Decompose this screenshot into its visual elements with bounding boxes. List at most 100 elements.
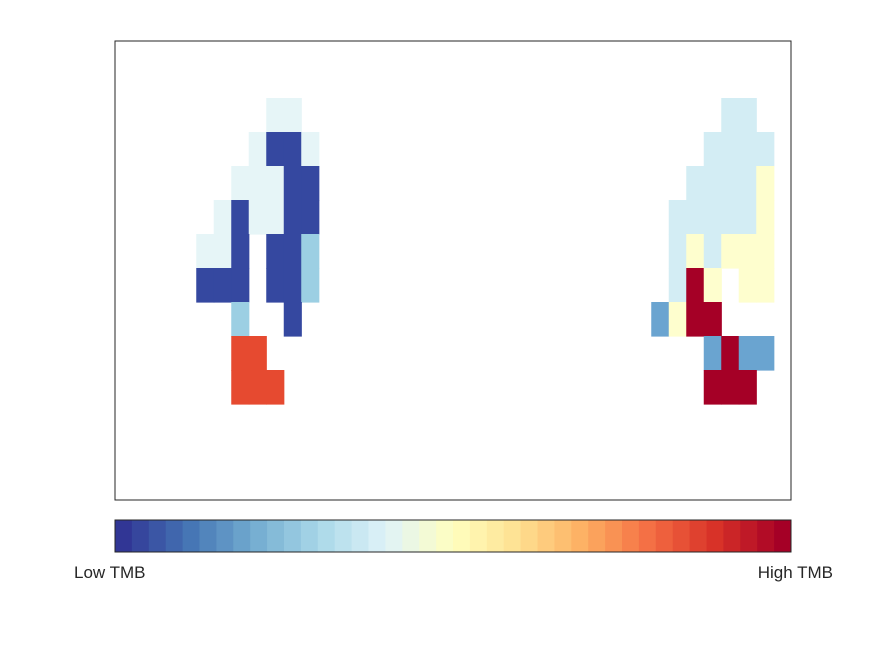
heatmap-cell — [248, 166, 267, 201]
heatmap-cell — [703, 302, 722, 337]
heatmap-cell — [196, 268, 215, 303]
colorbar-segment — [334, 520, 353, 552]
heatmap-cell — [738, 98, 757, 133]
colorbar-segment — [469, 520, 488, 552]
heatmap-cell — [213, 234, 232, 269]
colorbar-segment — [723, 520, 741, 552]
colorbar-segment — [554, 520, 572, 552]
heatmap-cell — [301, 132, 320, 167]
colorbar-segment — [503, 520, 522, 552]
heatmap-cell — [266, 234, 285, 269]
heatmap-cell — [301, 200, 320, 235]
colorbar-segment — [757, 520, 775, 552]
heatmap-cell — [721, 200, 740, 235]
heatmap-cell — [668, 234, 687, 269]
heatmap-cell — [283, 200, 302, 235]
colorbar-segment — [537, 520, 555, 552]
heatmap-cell — [668, 268, 687, 303]
heatmap-cell — [301, 166, 320, 201]
heatmap-cell — [283, 98, 302, 133]
colorbar-segment — [131, 520, 150, 552]
heatmap-cell — [738, 234, 757, 269]
colorbar-segment — [436, 520, 454, 552]
heatmap-cell — [703, 200, 722, 235]
colorbar-segment — [385, 520, 403, 552]
heatmap-cell — [703, 234, 722, 269]
heatmap-cell — [651, 302, 670, 337]
heatmap-cell — [703, 268, 722, 303]
colorbar-segment — [267, 520, 285, 552]
colorbar-segment — [774, 520, 792, 552]
heatmap-cell — [231, 370, 250, 405]
colorbar-segment — [638, 520, 657, 552]
heatmap-cell — [721, 166, 740, 201]
heatmap-cell — [738, 336, 757, 371]
colorbar — [115, 520, 792, 552]
heatmap-cell — [231, 268, 250, 303]
heatmap-cell — [231, 166, 250, 201]
colorbar-segment — [402, 520, 420, 552]
heatmap-cell — [703, 132, 722, 167]
heatmap-cell — [703, 166, 722, 201]
heatmap-cell — [266, 132, 285, 167]
heatmap-cell — [738, 370, 757, 405]
colorbar-segment — [182, 520, 200, 552]
heatmap-cell — [283, 268, 302, 303]
colorbar-segment — [706, 520, 724, 552]
colorbar-segment — [165, 520, 184, 552]
colorbar-segment — [622, 520, 640, 552]
heatmap-cell — [686, 200, 705, 235]
colorbar-segment — [250, 520, 268, 552]
heatmap-cell — [266, 98, 285, 133]
colorbar-segment — [588, 520, 606, 552]
heatmap-cell — [721, 370, 740, 405]
heatmap-cell — [686, 302, 705, 337]
colorbar-segment — [115, 520, 133, 552]
colorbar-segment — [284, 520, 302, 552]
heatmap-cell — [231, 234, 250, 269]
heatmap-cell — [756, 336, 775, 371]
heatmap-cell — [721, 336, 740, 371]
heatmap-cell — [686, 166, 705, 201]
heatmap-cell — [756, 166, 775, 201]
heatmap-cell — [283, 166, 302, 201]
heatmap-cell — [301, 234, 320, 269]
heatmap-cells — [196, 98, 775, 405]
heatmap-cell — [283, 132, 302, 167]
heatmap-cell — [756, 234, 775, 269]
heatmap-cell — [756, 132, 775, 167]
colorbar-low-label: Low TMB — [74, 563, 146, 582]
colorbar-segment — [520, 520, 538, 552]
heatmap-cell — [738, 132, 757, 167]
heatmap-cell — [703, 336, 722, 371]
heatmap-cell — [248, 200, 267, 235]
heatmap-cell — [248, 132, 267, 167]
heatmap-cell — [686, 268, 705, 303]
heatmap-cell — [283, 234, 302, 269]
heatmap-cell — [231, 200, 250, 235]
colorbar-segment — [486, 520, 505, 552]
heatmap-cell — [738, 268, 757, 303]
colorbar-segment — [148, 520, 167, 552]
colorbar-segment — [351, 520, 369, 552]
heatmap-cell — [213, 268, 232, 303]
heatmap-cell — [248, 336, 267, 371]
heatmap-cell — [196, 234, 215, 269]
colorbar-segment — [453, 520, 471, 552]
heatmap-cell — [756, 268, 775, 303]
plot-frame — [114, 40, 792, 501]
heatmap-cell — [668, 200, 687, 235]
heatmap-cell — [721, 132, 740, 167]
colorbar-segment — [689, 520, 707, 552]
heatmap-cell — [266, 268, 285, 303]
heatmap-cell — [266, 200, 285, 235]
colorbar-segment — [199, 520, 217, 552]
heatmap-cell — [668, 302, 687, 337]
heatmap-cell — [231, 336, 250, 371]
colorbar-segment — [233, 520, 251, 552]
colorbar-high-label: High TMB — [757, 563, 833, 582]
colorbar-segment — [216, 520, 234, 552]
heatmap-cell — [756, 200, 775, 235]
heatmap-cell — [231, 302, 250, 337]
